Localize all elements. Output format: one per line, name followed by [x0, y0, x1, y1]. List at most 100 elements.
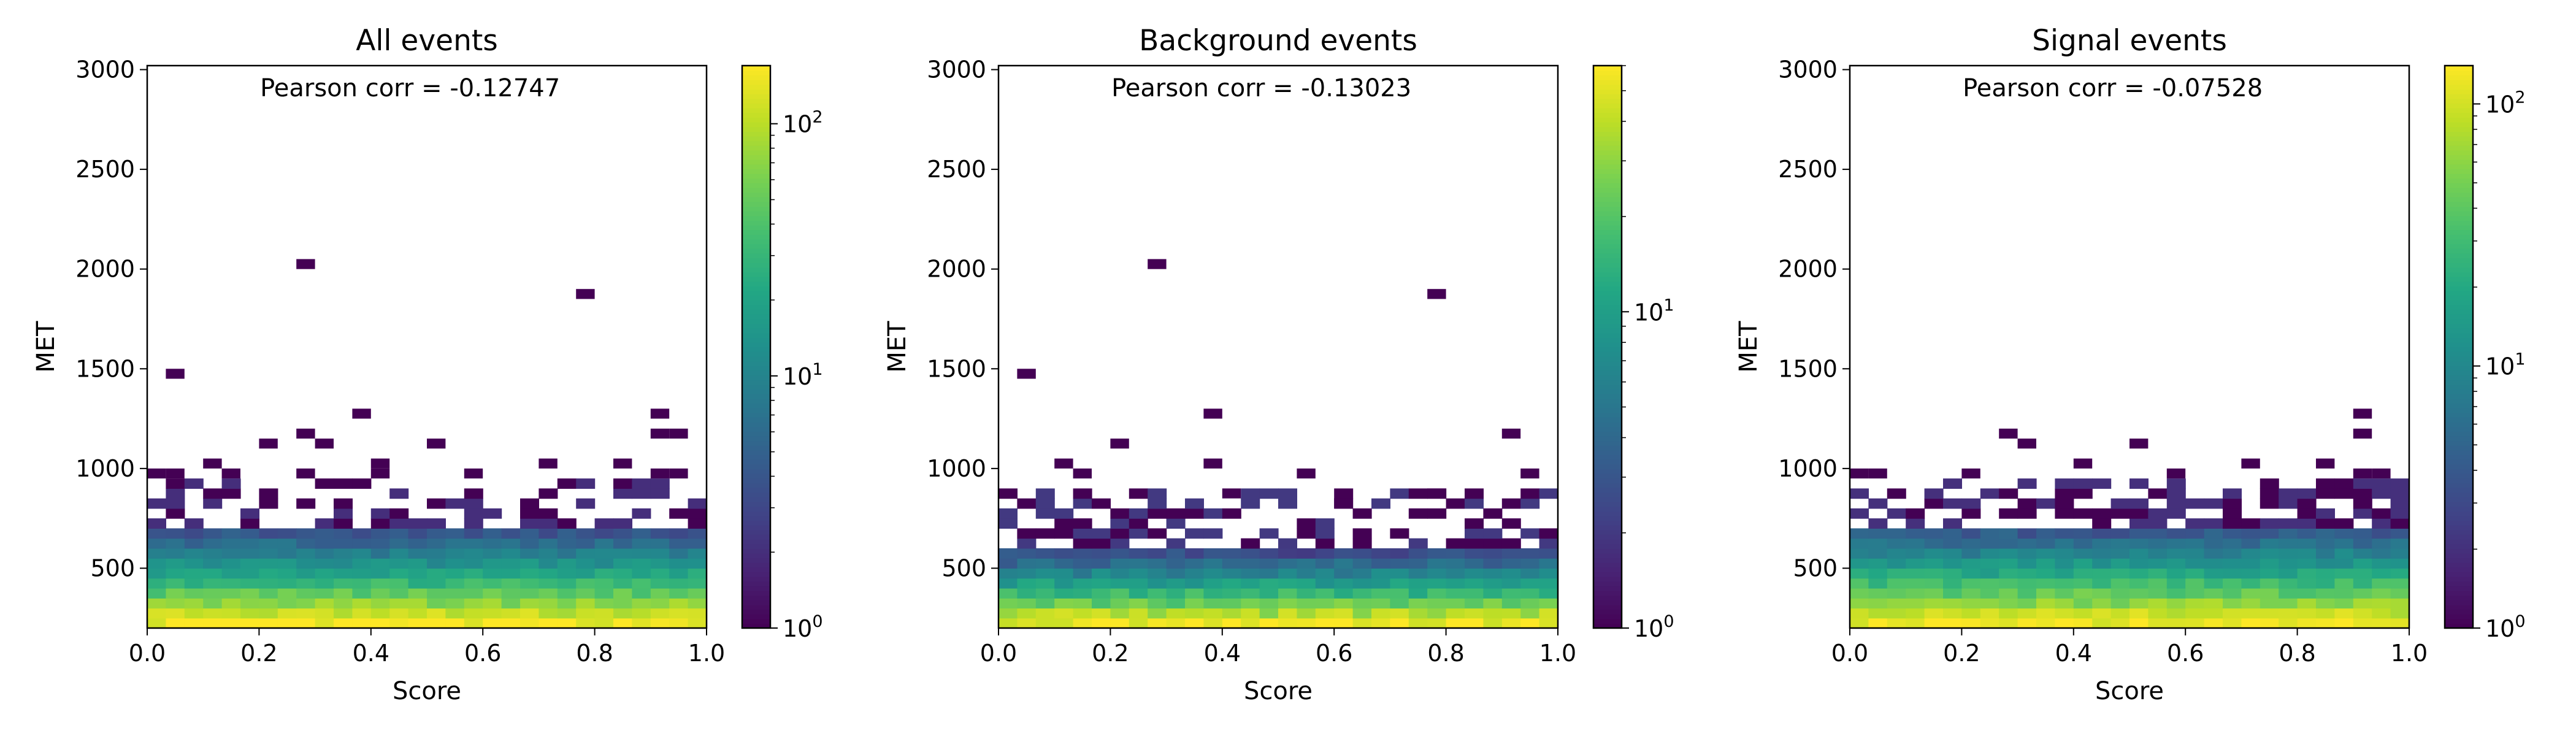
colorbar-segment [1593, 253, 1622, 259]
heatmap-cell [184, 598, 204, 609]
heatmap-cell [1148, 508, 1167, 519]
colorbar-segment [2445, 107, 2473, 113]
colorbar-segment [1593, 140, 1622, 146]
heatmap-cell [539, 598, 558, 609]
heatmap-cell [240, 508, 259, 519]
colorbar-segment [1593, 107, 1622, 113]
heatmap-cell [539, 548, 558, 559]
heatmap-cell [2092, 568, 2112, 579]
heatmap-cell [2372, 528, 2391, 539]
heatmap-cell [1259, 618, 1279, 629]
heatmap-cell [370, 578, 390, 589]
heatmap-cell [2334, 558, 2354, 569]
heatmap-cell [2204, 568, 2223, 579]
heatmap-cell [147, 518, 166, 529]
heatmap-cell [1924, 558, 1944, 569]
heatmap-cell [1092, 568, 1111, 579]
colorbar-segment [2445, 497, 2473, 502]
heatmap-cell [1520, 578, 1540, 589]
heatmap-cell [2223, 598, 2242, 609]
heatmap-cell [2092, 508, 2112, 519]
colorbar-segment [1593, 454, 1622, 460]
heatmap-cell [1203, 508, 1223, 519]
heatmap-cell [2129, 508, 2149, 519]
outlier-cell [427, 439, 446, 449]
heatmap-cell [1073, 608, 1092, 619]
heatmap-cell [1371, 558, 1390, 569]
outlier-cell [1110, 439, 1129, 449]
y-axis-label: MET [32, 321, 60, 373]
heatmap-cell [1408, 548, 1428, 559]
colorbar-segment [742, 304, 770, 310]
colorbar-tick-label: 100 [1634, 612, 1674, 642]
heatmap-cell [1278, 588, 1297, 599]
colorbar-segment [1593, 524, 1622, 531]
heatmap-cell [688, 578, 707, 589]
heatmap-cell [203, 498, 223, 509]
heatmap-cell [2353, 598, 2372, 609]
colorbar-segment [742, 215, 770, 221]
colorbar-segment [2445, 196, 2473, 202]
heatmap-cell [2073, 478, 2093, 489]
heatmap-cell [1073, 498, 1092, 509]
heatmap-cell [557, 608, 577, 619]
heatmap-cell [650, 488, 670, 499]
heatmap-cell [259, 608, 278, 619]
heatmap-cell [2036, 568, 2055, 579]
heatmap-cell [1943, 578, 1962, 589]
heatmap-cell [501, 548, 521, 559]
heatmap-cell [2353, 548, 2372, 559]
heatmap-cell [1906, 568, 1925, 579]
heatmap-cell [184, 578, 204, 589]
heatmap-cell [2334, 538, 2354, 549]
colorbar-segment [2445, 539, 2473, 545]
heatmap-cell [1961, 578, 1981, 589]
heatmap-cell [1352, 528, 1372, 539]
heatmap-cell [999, 548, 1018, 559]
heatmap-cell [2316, 528, 2335, 539]
colorbar-segment [1593, 586, 1622, 591]
heatmap-cell [2316, 508, 2335, 519]
heatmap-cell [1465, 528, 1484, 539]
heatmap-cell [1501, 568, 1521, 579]
colorbar-segment [2445, 361, 2473, 366]
heatmap-cell [576, 498, 596, 509]
heatmap-cell [445, 588, 465, 599]
heatmap-cell [2241, 598, 2261, 609]
colorbar-segment [1593, 459, 1622, 465]
heatmap-cell [1520, 488, 1540, 499]
heatmap-cell [501, 598, 521, 609]
colorbar-segment [2445, 506, 2473, 512]
colorbar-segment [2445, 342, 2473, 348]
heatmap-cell [2353, 488, 2372, 499]
colorbar-segment [742, 300, 770, 305]
heatmap-cell [2148, 568, 2168, 579]
heatmap-cell [501, 618, 521, 629]
colorbar-segment [1593, 243, 1622, 249]
heatmap-cell [1961, 508, 1981, 519]
colorbar-segment [2445, 590, 2473, 596]
colorbar-segment [2445, 173, 2473, 179]
colorbar-segment [1593, 117, 1622, 123]
heatmap-cell [1887, 538, 1906, 549]
colorbar-segment [742, 440, 770, 446]
heatmap-cell [2334, 598, 2354, 609]
colorbar-tick-label: 101 [2485, 350, 2526, 380]
heatmap-cell [1427, 578, 1447, 589]
heatmap-cell [1110, 568, 1130, 579]
heatmap-cell [334, 538, 353, 549]
colorbar-segment [2445, 614, 2473, 619]
colorbar-segment [2445, 356, 2473, 362]
colorbar-segment [742, 272, 770, 277]
heatmap-cell [277, 608, 297, 619]
heatmap-cell [2017, 538, 2037, 549]
colorbar-segment [2445, 370, 2473, 376]
colorbar-segment [1593, 66, 1622, 71]
heatmap-cell [408, 588, 427, 599]
heatmap-cell [669, 558, 689, 569]
heatmap-cell [2073, 608, 2093, 619]
heatmap-cell [315, 538, 334, 549]
colorbar-segment [2445, 328, 2473, 334]
heatmap-cell [594, 518, 614, 529]
colorbar-segment [1593, 417, 1622, 423]
